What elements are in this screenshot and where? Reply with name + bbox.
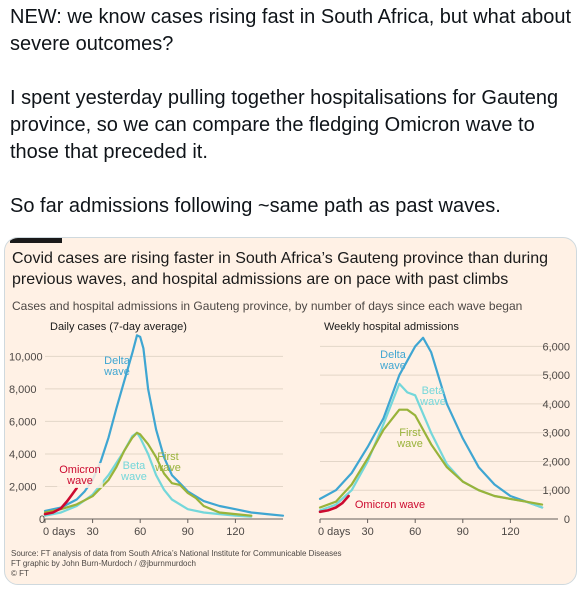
- x-tick-label: 120: [226, 526, 244, 538]
- series-label-delta: Delta wave: [379, 349, 407, 372]
- x-tick-label: 90: [457, 526, 469, 538]
- tweet-paragraph: So far admissions following ~same path a…: [10, 195, 501, 217]
- series-label-line: Omicron wave: [355, 499, 425, 511]
- chart-title: Covid cases are rising faster in South A…: [12, 250, 548, 288]
- series-label-line: Delta: [380, 349, 407, 361]
- series-label-line: wave: [120, 471, 147, 483]
- series-line-omicron: [318, 494, 350, 514]
- series-label-line: wave: [419, 396, 446, 408]
- y-tick-label: 8,000: [9, 384, 37, 396]
- x-tick-label: 60: [409, 526, 421, 538]
- series-label-line: Beta: [123, 460, 147, 472]
- series-label-halo: [57, 463, 103, 488]
- y-tick-label: 6,000: [542, 341, 570, 353]
- credit-line: FT graphic by John Burn-Murdoch / @jburn…: [11, 559, 196, 568]
- y-tick-label: 0: [39, 514, 45, 526]
- x-tick-label: 60: [134, 526, 146, 538]
- series-line-delta: [318, 336, 544, 509]
- y-tick-label: 2,000: [542, 456, 570, 468]
- series-label-line: Beta: [422, 385, 446, 397]
- y-tick-label: 5,000: [542, 370, 570, 382]
- y-tick-label: 2,000: [9, 481, 37, 493]
- series-label-first: First wave: [154, 451, 181, 474]
- series-line-first: [43, 431, 253, 517]
- x-tick-label: 30: [361, 526, 373, 538]
- y-tick-label: 4,000: [542, 399, 570, 411]
- series-label-line: wave: [396, 438, 423, 450]
- series-label-beta: Beta wave: [419, 385, 446, 408]
- tweet-text: NEW: we know cases rising fast in South …: [10, 4, 575, 220]
- y-tick-label: 6,000: [9, 416, 37, 428]
- tweet-paragraph: I spent yesterday pulling together hospi…: [10, 87, 559, 163]
- copyright-line: © FT: [11, 569, 29, 578]
- series-label-delta: Delta wave: [103, 355, 131, 378]
- chart-subtitle: Cases and hospital admissions in Gauteng…: [12, 299, 523, 313]
- series-line-first: [318, 408, 544, 509]
- x-tick-label: 30: [86, 526, 98, 538]
- x-tick-label: 0 days: [318, 526, 351, 538]
- y-tick-label: 4,000: [9, 449, 37, 461]
- y-tick-label: 3,000: [542, 428, 570, 440]
- y-tick-label: 1,000: [542, 485, 570, 497]
- charts-svg: 0 2,000 4,000 6,000 8,000 10,000 0 days 30 60 90 1…: [9, 334, 570, 538]
- x-tick-label: 90: [182, 526, 194, 538]
- series-line-omicron: [43, 486, 78, 516]
- y-tick-label: 0: [564, 514, 570, 526]
- series-label-line: Omicron: [59, 464, 101, 476]
- source-note: Source: FT analysis of data from South A…: [11, 549, 571, 579]
- tweet-paragraph: NEW: we know cases rising fast in South …: [10, 6, 572, 55]
- series-label-line: wave: [154, 462, 181, 474]
- x-tick-label: 120: [501, 526, 519, 538]
- chart-image-card[interactable]: Covid cases are rising faster in South A…: [4, 237, 577, 585]
- series-label-first: First wave: [396, 427, 423, 450]
- admissions-panel-title: Weekly hospital admissions: [324, 321, 459, 333]
- series-label-line: wave: [66, 475, 93, 487]
- x-tick-label: 0 days: [43, 526, 76, 538]
- series-label-omicron: Omicron wave: [59, 464, 101, 487]
- series-label-halo: [352, 498, 428, 512]
- series-label-beta: Beta wave: [120, 460, 147, 483]
- series-label-line: wave: [103, 366, 130, 378]
- series-label-line: First: [399, 427, 420, 439]
- cases-panel-title: Daily cases (7-day average): [50, 321, 187, 333]
- source-line: Source: FT analysis of data from South A…: [11, 549, 342, 558]
- series-label-line: Delta: [104, 355, 131, 367]
- series-label-omicron: Omicron wave: [355, 499, 425, 511]
- y-tick-label: 10,000: [9, 351, 43, 363]
- series-label-line: wave: [379, 360, 406, 372]
- series-label-line: First: [157, 451, 178, 463]
- ft-accent-bar: [10, 238, 62, 243]
